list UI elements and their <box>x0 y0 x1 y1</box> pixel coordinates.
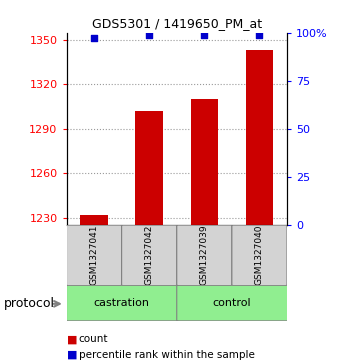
Text: count: count <box>79 334 108 344</box>
Text: ■: ■ <box>66 350 77 360</box>
Bar <box>135 111 163 225</box>
Text: protocol: protocol <box>4 297 55 310</box>
Point <box>257 32 262 37</box>
FancyBboxPatch shape <box>232 225 287 286</box>
FancyBboxPatch shape <box>66 285 179 321</box>
FancyBboxPatch shape <box>177 225 232 286</box>
Text: GSM1327041: GSM1327041 <box>90 225 99 285</box>
Text: percentile rank within the sample: percentile rank within the sample <box>79 350 255 360</box>
Text: GSM1327042: GSM1327042 <box>145 225 154 285</box>
Text: control: control <box>212 298 251 308</box>
Title: GDS5301 / 1419650_PM_at: GDS5301 / 1419650_PM_at <box>92 17 262 30</box>
Point <box>146 32 152 37</box>
Bar <box>246 50 273 225</box>
Text: castration: castration <box>94 298 150 308</box>
Point <box>91 36 97 41</box>
FancyBboxPatch shape <box>177 285 289 321</box>
Text: GSM1327039: GSM1327039 <box>200 225 209 285</box>
FancyBboxPatch shape <box>66 225 122 286</box>
Text: GSM1327040: GSM1327040 <box>255 225 264 285</box>
Text: ■: ■ <box>66 334 77 344</box>
Bar <box>80 215 108 225</box>
FancyBboxPatch shape <box>122 225 177 286</box>
Point <box>202 32 207 37</box>
Bar <box>190 99 218 225</box>
